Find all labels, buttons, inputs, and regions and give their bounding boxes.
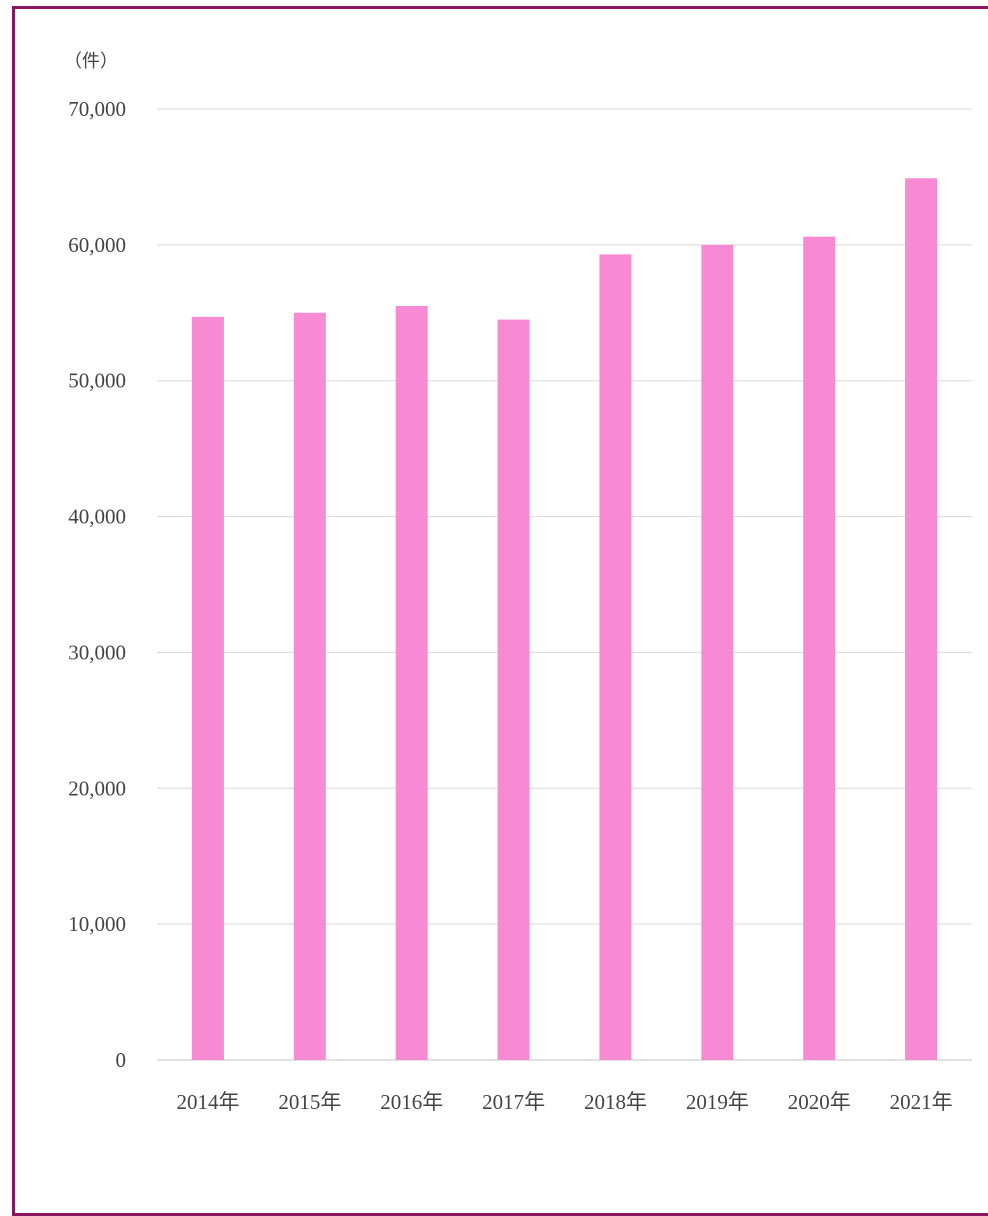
y-tick-label: 50,000 bbox=[68, 369, 126, 393]
bar-2015年 bbox=[293, 312, 326, 1060]
y-tick-label: 10,000 bbox=[68, 912, 126, 936]
x-tick-label: 2020年 bbox=[788, 1090, 851, 1114]
y-tick-label: 30,000 bbox=[68, 640, 126, 664]
bar-2017年 bbox=[497, 319, 530, 1060]
bar-2016年 bbox=[395, 305, 428, 1060]
bar-2018年 bbox=[599, 254, 632, 1061]
bars bbox=[191, 178, 938, 1061]
x-tick-label: 2019年 bbox=[686, 1090, 749, 1114]
bar-2020年 bbox=[803, 236, 836, 1061]
bar-2021年 bbox=[905, 178, 938, 1061]
bar-2019年 bbox=[701, 244, 734, 1060]
x-tick-label: 2018年 bbox=[584, 1090, 647, 1114]
bar-2014年 bbox=[191, 316, 224, 1060]
y-tick-label: 60,000 bbox=[68, 233, 126, 257]
y-tick-label: 40,000 bbox=[68, 505, 126, 529]
x-tick-label: 2016年 bbox=[380, 1090, 443, 1114]
y-tick-label: 0 bbox=[116, 1048, 127, 1072]
x-axis-ticks: 2014年 2015年 2016年 2017年 2018年 2019年 2020年 2021年 bbox=[176, 1090, 952, 1114]
y-axis-unit-label: （件） bbox=[64, 51, 118, 72]
x-tick-label: 2015年 bbox=[278, 1090, 341, 1114]
gridlines bbox=[157, 108, 972, 1061]
x-tick-label: 2014年 bbox=[176, 1090, 239, 1114]
x-tick-label: 2017年 bbox=[482, 1090, 545, 1114]
x-tick-label: 2021年 bbox=[890, 1090, 953, 1114]
y-tick-label: 20,000 bbox=[68, 776, 126, 800]
y-axis-ticks: 0 10,000 20,000 30,000 40,000 50,000 60,000 70,… bbox=[68, 97, 126, 1072]
y-tick-label: 70,000 bbox=[68, 97, 126, 121]
